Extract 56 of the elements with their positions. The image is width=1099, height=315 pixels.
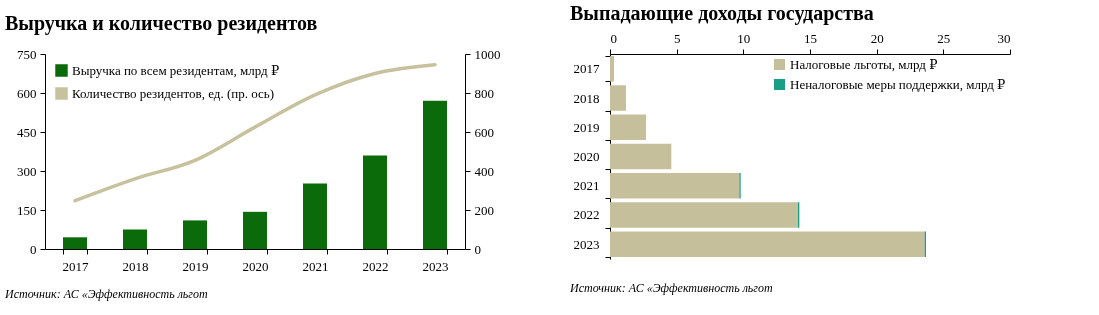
y2-tick-label: 600 — [474, 124, 494, 140]
bar — [243, 211, 267, 249]
bar — [123, 229, 147, 249]
bar — [303, 183, 327, 249]
legend-label: Количество резидентов, ед. (пр. ось) — [72, 85, 275, 101]
y2-tick-label: 400 — [474, 163, 494, 179]
x-tick-label: 2023 — [422, 258, 449, 274]
y-tick-label: 750 — [17, 46, 37, 62]
x-tick-label: 25 — [937, 30, 951, 46]
y-tick-label: 150 — [17, 202, 37, 218]
y-tick-label: 300 — [17, 163, 37, 179]
x-tick-label: 30 — [997, 30, 1011, 46]
bar — [610, 56, 614, 82]
text: Источник: АС «Эффективность льгот — [4, 287, 208, 301]
bar — [610, 85, 626, 111]
bar — [610, 231, 925, 257]
text: Источник: АС «Эффективность льгот — [569, 281, 773, 295]
chart-title: Выпадающие доходы государства — [570, 2, 874, 25]
y2-tick-label: 200 — [474, 202, 494, 218]
x-tick-label: 2019 — [182, 258, 209, 274]
x-tick-label: 2020 — [242, 258, 269, 274]
y-tick-label: 2022 — [573, 207, 600, 223]
bar — [610, 173, 740, 199]
y-tick-label: 2020 — [573, 149, 600, 164]
bar — [183, 220, 207, 249]
x-tick-label: 20 — [870, 30, 884, 46]
legend-label: Неналоговые меры поддержки, млрд ₽ — [790, 76, 1006, 92]
y-tick-label: 2017 — [573, 61, 600, 77]
y-tick-label: 2018 — [573, 90, 600, 106]
legend-label: Выручка по всем резидентам, млрд ₽ — [72, 62, 280, 78]
x-tick-label: 2022 — [362, 258, 389, 274]
y-tick-label: 2019 — [573, 119, 600, 135]
bar — [363, 155, 387, 249]
x-tick-label: 2018 — [122, 258, 149, 274]
bar — [610, 114, 646, 140]
y-tick-label: 450 — [17, 124, 37, 140]
bar — [610, 143, 672, 170]
line-series — [73, 62, 437, 203]
chart-title: Выручка и количество резидентов — [5, 12, 318, 35]
bar — [63, 237, 87, 249]
legend-label: Налоговые льготы, млрд ₽ — [790, 56, 938, 72]
x-tick-label: 10 — [737, 30, 751, 46]
x-tick-label: 0 — [610, 30, 617, 46]
x-tick-label: 5 — [673, 30, 681, 46]
x-tick-label: 2021 — [302, 258, 329, 274]
x-tick-label: 15 — [804, 30, 817, 46]
y-tick-label: 600 — [17, 85, 37, 101]
y2-tick-label: 0 — [474, 241, 481, 257]
y-tick-label: 2021 — [573, 178, 600, 194]
y-tick-label: 2023 — [573, 236, 600, 252]
y2-tick-label: 800 — [474, 85, 494, 101]
y2-tick-label: 1000 — [474, 46, 501, 62]
x-tick-label: 2017 — [62, 258, 89, 274]
bar — [423, 100, 447, 249]
bar — [610, 202, 798, 228]
y-tick-label: 0 — [30, 241, 37, 257]
